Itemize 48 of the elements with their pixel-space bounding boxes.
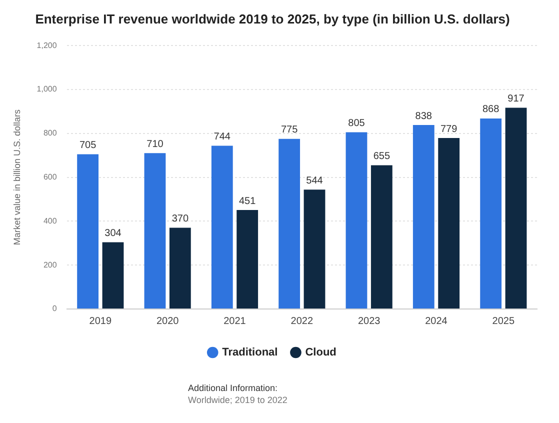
data-label: 917 bbox=[508, 93, 525, 104]
y-tick-label: 1,000 bbox=[36, 84, 58, 94]
x-tick-label: 2022 bbox=[290, 316, 314, 327]
x-tick-label: 2025 bbox=[492, 316, 515, 327]
bar bbox=[144, 153, 166, 308]
bar bbox=[438, 138, 460, 308]
x-tick-label: 2021 bbox=[224, 316, 246, 327]
y-tick-label: 400 bbox=[43, 216, 58, 226]
bar bbox=[278, 138, 300, 308]
x-tick-label: 2020 bbox=[156, 316, 180, 327]
data-label: 779 bbox=[440, 124, 458, 135]
bar bbox=[505, 108, 527, 308]
bar bbox=[304, 190, 326, 308]
y-tick-label: 1,200 bbox=[36, 40, 58, 50]
bar bbox=[480, 118, 502, 308]
x-tick-label: 2019 bbox=[89, 316, 112, 327]
x-tick-label: 2023 bbox=[358, 316, 381, 327]
data-label: 451 bbox=[238, 196, 256, 207]
data-label: 544 bbox=[306, 175, 324, 186]
bar bbox=[211, 146, 233, 308]
y-tick-label: 800 bbox=[43, 128, 58, 138]
bar bbox=[346, 132, 368, 308]
y-tick-label: 600 bbox=[43, 172, 58, 182]
y-tick-label: 200 bbox=[43, 260, 58, 270]
bar bbox=[77, 154, 99, 308]
data-label: 655 bbox=[373, 150, 390, 162]
y-axis-title: Market value in billion U.S. dollars bbox=[12, 109, 22, 246]
x-tick-label: 2024 bbox=[425, 316, 448, 327]
data-label: 744 bbox=[214, 131, 231, 142]
chart-title: Enterprise IT revenue worldwide 2019 to 2025, by type (in billion U.S. dollars) bbox=[35, 11, 510, 26]
bar bbox=[412, 125, 434, 308]
legend-label: Traditional bbox=[222, 346, 278, 359]
y-tick-label: 0 bbox=[52, 304, 58, 314]
text: Additional Information: bbox=[188, 382, 279, 394]
legend-label: Cloud bbox=[305, 346, 336, 359]
data-label: 838 bbox=[415, 110, 432, 122]
data-label: 868 bbox=[482, 104, 500, 116]
bar bbox=[236, 210, 258, 308]
text: Worldwide; 2019 to 2022 bbox=[188, 394, 288, 406]
data-label: 710 bbox=[146, 138, 164, 150]
data-label: 805 bbox=[348, 118, 366, 130]
data-label: 775 bbox=[280, 124, 298, 136]
data-label: 370 bbox=[172, 214, 189, 225]
data-label: 304 bbox=[104, 228, 122, 240]
bar bbox=[169, 228, 191, 308]
data-label: 705 bbox=[79, 140, 97, 152]
bar bbox=[370, 165, 392, 308]
bar bbox=[102, 242, 124, 308]
